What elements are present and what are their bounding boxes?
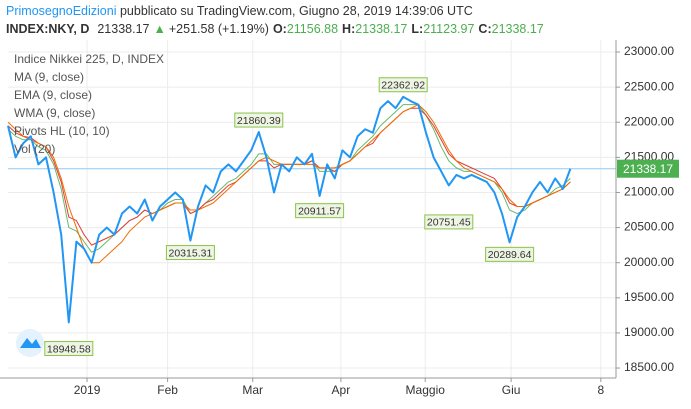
legend-entry: MA (9, close) bbox=[14, 70, 84, 84]
open-label: O: bbox=[273, 22, 287, 36]
open: 21156.88 bbox=[287, 22, 338, 36]
pivot-text: 20315.31 bbox=[169, 247, 213, 259]
y-tick-label: 22500.00 bbox=[624, 79, 674, 93]
legend-entry: Pivots HL (10, 10) bbox=[14, 124, 110, 138]
pivot-box bbox=[485, 246, 535, 262]
legend-entry: Indice Nikkei 225, D, INDEX bbox=[14, 52, 164, 66]
y-tick-label: 20500.00 bbox=[624, 220, 674, 234]
x-tick-label: 2019 bbox=[74, 383, 101, 397]
high-label: H: bbox=[342, 22, 355, 36]
pivot-label: 20911.57 bbox=[295, 203, 345, 219]
x-tick-label: Feb bbox=[157, 383, 178, 397]
legend-entry: Vol (20) bbox=[14, 142, 55, 156]
y-tick-label: 18500.00 bbox=[624, 360, 674, 374]
pivot-box bbox=[378, 77, 428, 93]
x-tick-label: Apr bbox=[332, 383, 351, 397]
pivot-text: 22362.92 bbox=[381, 80, 425, 92]
pivot-label: 20289.64 bbox=[485, 246, 535, 262]
low: 21123.97 bbox=[423, 22, 474, 36]
pivot-box bbox=[295, 203, 345, 219]
x-tick-label: 8 bbox=[597, 383, 604, 397]
last: 21338.17 bbox=[97, 22, 149, 36]
high: 21338.17 bbox=[355, 22, 407, 36]
grid bbox=[8, 40, 616, 378]
header-line-1: PrimosegnoEdizioni pubblicato su Trading… bbox=[6, 4, 473, 18]
logo-mark bbox=[20, 338, 41, 348]
low-label: L: bbox=[411, 22, 423, 36]
y-tick-label: 19000.00 bbox=[624, 325, 674, 339]
y-tick-label: 21000.00 bbox=[624, 185, 674, 199]
y-tick-label: 23000.00 bbox=[624, 44, 674, 58]
pivot-label: 21860.39 bbox=[234, 112, 284, 128]
series-line bbox=[7, 95, 572, 324]
x-tick-label: Maggio bbox=[406, 383, 446, 397]
last-price-label: 21338.17 bbox=[623, 162, 673, 176]
pivot-label: 18948.58 bbox=[44, 341, 94, 357]
pivot-text: 20751.45 bbox=[427, 217, 471, 229]
published: pubblicato su TradingView.com, Giugno 28… bbox=[116, 4, 472, 18]
change: +251.58 (+1.19%) bbox=[169, 22, 269, 36]
plot: 21860.39 22362.92 18948.58 20315.31 20911.57… bbox=[7, 77, 616, 357]
last-price-tag bbox=[617, 159, 679, 178]
symbol: INDEX:NKY, D bbox=[6, 22, 89, 36]
y-tick-label: 19500.00 bbox=[624, 290, 674, 304]
close: 21338.17 bbox=[492, 22, 544, 36]
pivot-box bbox=[424, 214, 474, 230]
pivot-text: 18948.58 bbox=[47, 343, 91, 355]
pivot-text: 20911.57 bbox=[298, 205, 341, 217]
x-tick-label: Giu bbox=[502, 383, 521, 397]
series-line bbox=[7, 104, 571, 264]
legend-entry: EMA (9, close) bbox=[14, 88, 92, 102]
legend-entry: WMA (9, close) bbox=[14, 106, 95, 120]
pivot-box bbox=[234, 112, 284, 128]
pivot-box bbox=[165, 245, 215, 261]
arrow: ▲ bbox=[153, 22, 165, 36]
x-tick-label: Mar bbox=[242, 383, 263, 397]
author[interactable]: PrimosegnoEdizioni bbox=[6, 4, 116, 18]
y-tick-label: 20000.00 bbox=[624, 255, 674, 269]
pivot-label: 20751.45 bbox=[424, 214, 474, 230]
close-label: C: bbox=[478, 22, 491, 36]
pivot-text: 21860.39 bbox=[237, 115, 281, 127]
header-line-2: INDEX:NKY, D 21338.17 ▲ +251.58 (+1.19%) O:2… bbox=[6, 22, 544, 36]
logo[interactable] bbox=[16, 329, 44, 357]
pivot-text: 20289.64 bbox=[488, 249, 532, 261]
y-tick-label: 22000.00 bbox=[624, 114, 674, 128]
pivot-box bbox=[44, 341, 94, 357]
pivot-label: 20315.31 bbox=[165, 245, 215, 261]
pivot-label: 22362.92 bbox=[378, 77, 428, 93]
